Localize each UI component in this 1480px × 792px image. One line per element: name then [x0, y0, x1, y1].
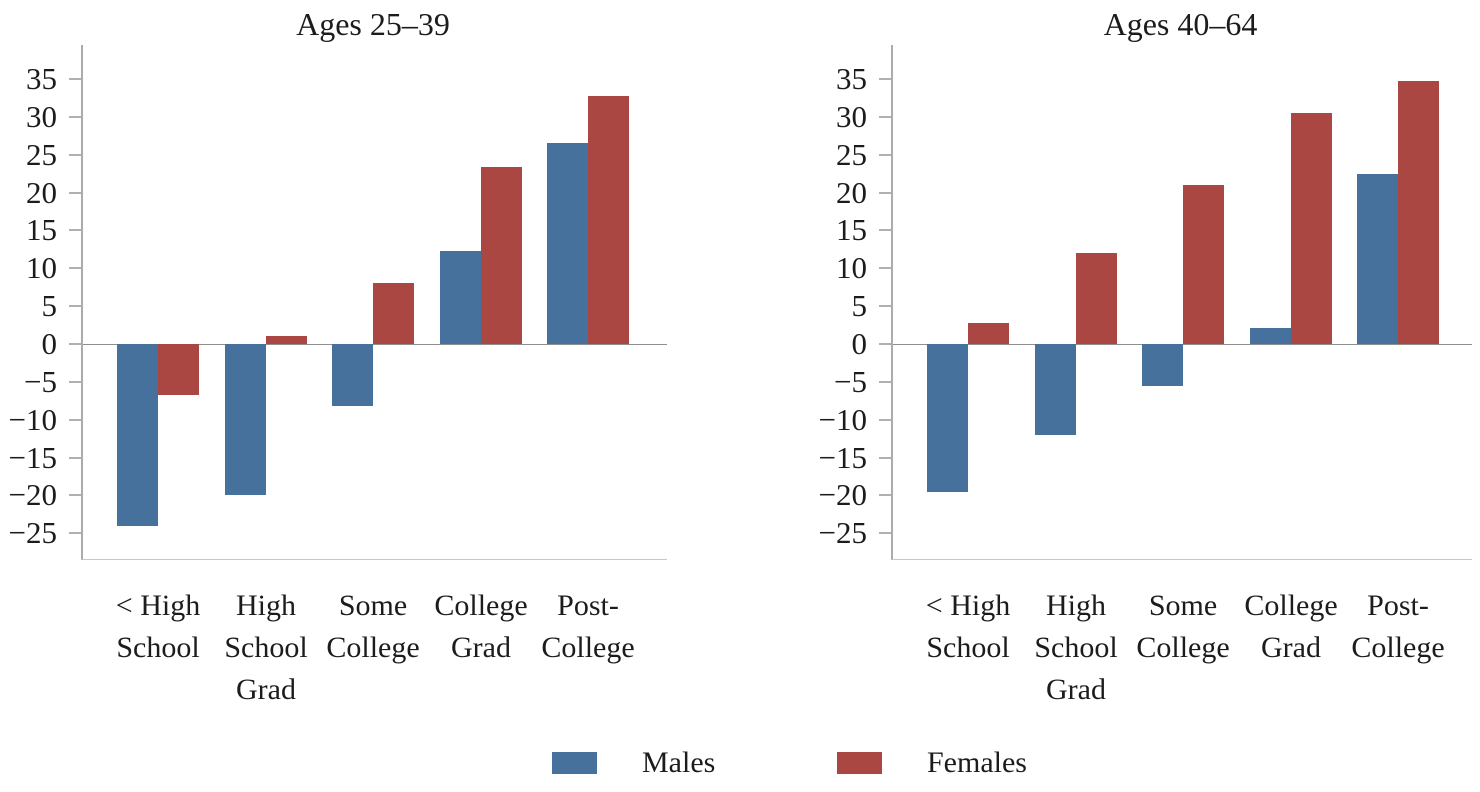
y-tick-mark: [879, 154, 891, 156]
y-tick-label: −25: [818, 515, 867, 550]
chart-title: Ages 40–64: [1103, 6, 1258, 42]
y-tick-mark: [879, 343, 891, 345]
y-tick-label: −25: [8, 515, 57, 550]
bar-females-high-school-grad: [1076, 253, 1117, 344]
x-axis-label--high-school: < High School: [925, 589, 1011, 664]
males-swatch: [552, 752, 597, 774]
bar-males-college-grad: [1250, 328, 1291, 344]
y-tick-label: −10: [818, 402, 867, 437]
bar-females-post-college: [1398, 81, 1439, 344]
x-axis-label--high-school: < High School: [115, 589, 201, 664]
y-tick-mark: [69, 419, 81, 421]
bar-females--high-school: [968, 323, 1009, 344]
y-tick-label: 25: [836, 137, 867, 172]
bar-males-high-school-grad: [1035, 344, 1076, 435]
y-tick-mark: [879, 457, 891, 459]
y-tick-label: 15: [836, 212, 867, 247]
females-swatch: [837, 752, 882, 774]
y-tick-mark: [69, 192, 81, 194]
y-tick-mark: [879, 419, 891, 421]
y-tick-label: 5: [851, 288, 868, 323]
y-tick-mark: [879, 494, 891, 496]
x-axis-label-post-college: Post- College: [1351, 589, 1445, 664]
x-axis-label-college-grad: College Grad: [434, 589, 528, 664]
bar-males-some-college: [1142, 344, 1183, 386]
y-tick-mark: [879, 229, 891, 231]
y-tick-label: 10: [836, 250, 867, 285]
x-axis-label-some-college: Some College: [1136, 589, 1230, 664]
y-tick-label: −10: [8, 402, 57, 437]
y-tick-mark: [879, 532, 891, 534]
y-tick-label: −15: [8, 440, 57, 475]
y-tick-label: 25: [26, 137, 57, 172]
bar-males-post-college: [1357, 174, 1398, 344]
bar-males--high-school: [117, 344, 158, 526]
bar-males-college-grad: [440, 251, 481, 344]
x-axis-label-high-school-grad: High School Grad: [1034, 589, 1118, 706]
y-tick-mark: [69, 457, 81, 459]
y-tick-mark: [69, 267, 81, 269]
y-tick-mark: [69, 154, 81, 156]
x-axis-label-high-school-grad: High School Grad: [224, 589, 308, 706]
y-tick-label: 30: [836, 99, 867, 134]
plot-area: 35 30 25 20 15 10 5 0 −5 −10 −15 −20 −25 < High Schoo…: [819, 45, 1472, 706]
y-tick-mark: [69, 381, 81, 383]
legend-label-females: Females: [927, 746, 1027, 779]
y-tick-mark: [879, 381, 891, 383]
x-axis-label-some-college: Some College: [326, 589, 420, 664]
y-tick-mark: [69, 532, 81, 534]
y-tick-label: 10: [26, 250, 57, 285]
y-tick-mark: [69, 343, 81, 345]
legend-label-males: Males: [642, 746, 716, 779]
y-tick-label: −15: [818, 440, 867, 475]
y-tick-label: 35: [836, 61, 867, 96]
y-tick-mark: [879, 267, 891, 269]
bar-females-post-college: [588, 96, 629, 344]
y-tick-label: 15: [26, 212, 57, 247]
y-tick-mark: [69, 229, 81, 231]
y-tick-label: −20: [8, 477, 57, 512]
y-tick-label: −5: [834, 364, 867, 399]
zero-line: [83, 344, 667, 345]
y-tick-mark: [879, 192, 891, 194]
bar-females-college-grad: [1291, 113, 1332, 344]
x-axis-label-college-grad: College Grad: [1244, 589, 1338, 664]
y-tick-label: 0: [41, 326, 58, 361]
y-tick-mark: [69, 494, 81, 496]
bar-males-post-college: [547, 143, 588, 344]
x-axis-label-post-college: Post- College: [541, 589, 635, 664]
y-tick-mark: [69, 78, 81, 80]
y-tick-label: 20: [836, 175, 867, 210]
bar-males-high-school-grad: [225, 344, 266, 495]
y-tick-mark: [879, 305, 891, 307]
bar-females-high-school-grad: [266, 336, 307, 344]
y-tick-label: 0: [851, 326, 868, 361]
chart-title: Ages 25–39: [296, 6, 450, 42]
bar-males-some-college: [332, 344, 373, 406]
y-tick-label: 5: [41, 288, 58, 323]
bar-females-some-college: [373, 283, 414, 344]
y-tick-label: 30: [26, 99, 57, 134]
bar-males--high-school: [927, 344, 968, 492]
plot-area: 35 30 25 20 15 10 5 0 −5 −10 −15 −20 −25 < High Schoo…: [9, 45, 667, 706]
y-tick-label: 20: [26, 175, 57, 210]
bar-females-some-college: [1183, 185, 1224, 344]
y-tick-label: −20: [818, 477, 867, 512]
y-tick-mark: [879, 78, 891, 80]
y-tick-label: −5: [24, 364, 57, 399]
y-tick-label: 35: [26, 61, 57, 96]
bar-females--high-school: [158, 344, 199, 395]
y-tick-mark: [879, 116, 891, 118]
y-tick-mark: [69, 116, 81, 118]
bar-females-college-grad: [481, 167, 522, 344]
y-tick-mark: [69, 305, 81, 307]
